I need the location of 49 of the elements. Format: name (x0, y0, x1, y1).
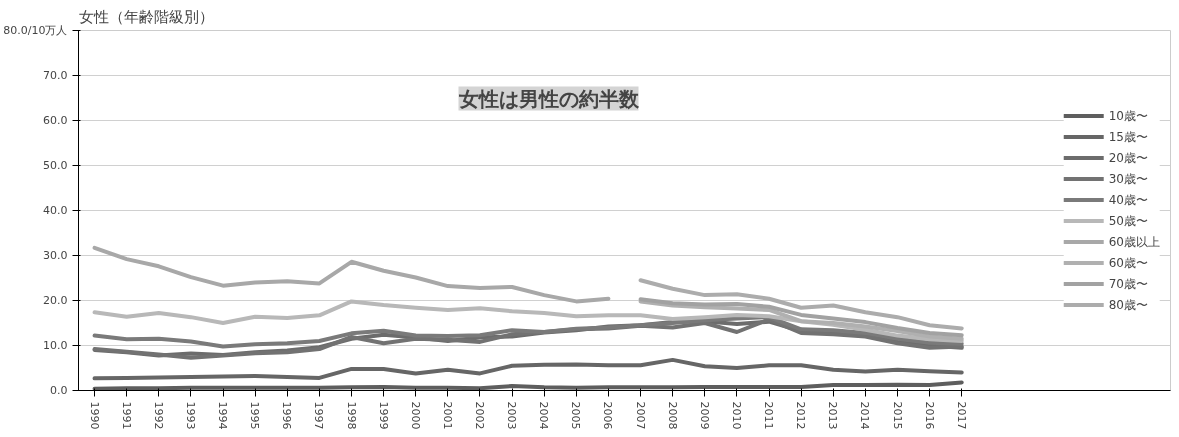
legend-label: 15歳〜 (1108, 128, 1148, 145)
x-tick-label: 2014 (858, 401, 872, 430)
y-tick-label: 80.0/10万人 (3, 24, 68, 37)
x-tick-label: 1997 (312, 401, 326, 430)
x-tick-label: 2012 (794, 401, 808, 430)
x-tick-label: 2013 (826, 401, 840, 430)
x-tick-label: 2007 (633, 401, 647, 430)
y-tick-label: 60.0 (43, 114, 68, 127)
y-tick-label: 0.0 (50, 384, 68, 397)
chart-title: 女性（年齢階級別） (78, 7, 214, 26)
x-tick-label: 1995 (248, 401, 262, 430)
legend-label: 60歳以上 (1108, 233, 1160, 250)
x-tick-label: 1991 (119, 401, 133, 430)
legend-label: 60歳〜 (1108, 254, 1148, 271)
x-tick-label: 2009 (697, 401, 711, 430)
x-tick-label: 1992 (151, 401, 165, 430)
legend-label: 80歳〜 (1108, 296, 1148, 313)
x-tick-label: 1999 (376, 401, 390, 430)
annotation: 女性は男性の約半数 (457, 86, 640, 111)
legend-label: 40歳〜 (1108, 191, 1148, 208)
x-tick-label: 2011 (762, 401, 776, 430)
y-tick-label: 40.0 (43, 204, 68, 217)
x-tick-label: 1993 (183, 401, 197, 430)
y-tick-label: 10.0 (43, 339, 68, 352)
x-tick-label: 2008 (665, 401, 679, 430)
legend-label: 70歳〜 (1108, 275, 1148, 292)
x-tick-label: 2000 (408, 401, 422, 430)
x-tick-label: 1998 (344, 401, 358, 430)
x-tick-label: 2006 (601, 401, 615, 430)
legend-label: 20歳〜 (1108, 149, 1148, 166)
legend-label: 50歳〜 (1108, 212, 1148, 229)
legend-label: 30歳〜 (1108, 170, 1148, 187)
y-tick-label: 50.0 (43, 159, 68, 172)
x-tick-label: 2001 (440, 401, 454, 430)
x-tick-label: 2016 (922, 401, 936, 430)
x-tick-label: 2015 (890, 401, 904, 430)
x-tick-label: 1994 (216, 401, 230, 430)
x-tick-label: 1990 (87, 401, 101, 430)
x-tick-label: 2005 (569, 401, 583, 430)
x-tick-label: 1996 (280, 401, 294, 430)
x-tick-label: 2004 (537, 401, 551, 430)
x-tick-label: 2002 (472, 401, 486, 430)
legend-label: 10歳〜 (1108, 107, 1148, 124)
y-tick-label: 20.0 (43, 294, 68, 307)
y-tick-label: 30.0 (43, 249, 68, 262)
x-tick-label: 2003 (505, 401, 519, 430)
x-tick-label: 2010 (729, 401, 743, 430)
x-tick-label: 2017 (954, 401, 968, 430)
y-tick-label: 70.0 (43, 69, 68, 82)
